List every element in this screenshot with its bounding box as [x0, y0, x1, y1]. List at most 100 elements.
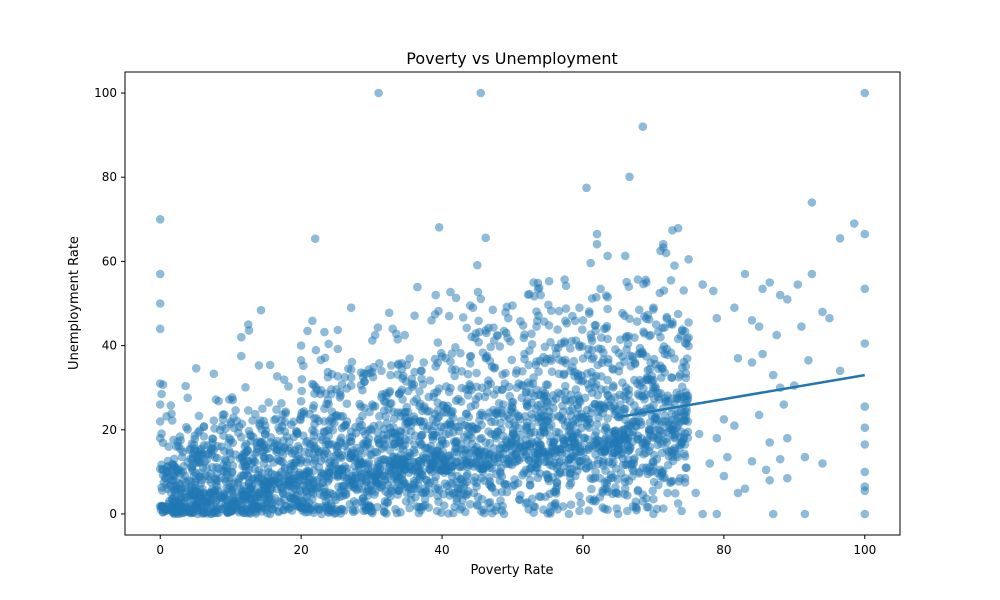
y-axis-label: Unemployment Rate: [67, 236, 82, 370]
data-point: [259, 452, 269, 461]
data-point: [303, 454, 313, 464]
data-point: [616, 335, 625, 345]
data-point: [666, 276, 676, 285]
data-point: [299, 485, 308, 494]
data-point: [181, 381, 190, 391]
data-point: [649, 494, 658, 504]
data-point: [508, 301, 517, 310]
data-point: [405, 503, 414, 513]
data-point: [431, 484, 441, 494]
data-point: [649, 466, 658, 476]
data-point: [587, 345, 597, 355]
data-point: [392, 468, 402, 478]
data-point: [543, 509, 552, 518]
data-point: [543, 473, 552, 483]
data-point: [587, 294, 597, 303]
data-point: [545, 431, 555, 441]
x-tick-label: 100: [853, 543, 876, 557]
data-point: [551, 452, 560, 462]
data-point: [267, 469, 276, 478]
data-point: [209, 369, 219, 379]
data-point: [417, 366, 426, 376]
data-point: [507, 355, 517, 365]
data-point: [186, 491, 195, 500]
data-point: [680, 478, 690, 487]
data-point: [447, 462, 457, 471]
data-point: [765, 476, 774, 485]
data-point: [250, 502, 259, 512]
data-point: [511, 433, 521, 442]
data-point: [575, 303, 584, 313]
data-point: [465, 359, 475, 368]
data-point: [761, 465, 771, 475]
data-point: [525, 453, 534, 463]
data-point: [539, 317, 549, 326]
data-point: [459, 489, 469, 499]
data-point: [651, 320, 661, 329]
data-point: [621, 383, 631, 392]
data-point: [317, 509, 326, 519]
data-point: [649, 354, 659, 364]
data-point: [498, 370, 507, 379]
data-point: [489, 323, 498, 332]
data-point: [208, 434, 218, 444]
data-point: [427, 316, 436, 325]
data-point: [504, 313, 513, 323]
data-point: [287, 506, 297, 515]
data-point: [573, 369, 583, 379]
data-point: [351, 484, 360, 493]
data-point: [519, 333, 529, 343]
data-point: [375, 439, 384, 449]
data-point: [374, 88, 383, 98]
data-point: [670, 354, 679, 363]
data-point: [490, 430, 500, 439]
data-point: [587, 336, 597, 346]
data-point: [319, 470, 329, 479]
data-point: [656, 246, 665, 256]
data-point: [385, 446, 395, 455]
data-point: [213, 441, 222, 451]
data-point: [498, 385, 507, 394]
data-point: [561, 359, 571, 368]
data-point: [488, 305, 498, 315]
data-point: [623, 491, 632, 500]
data-point: [416, 458, 426, 468]
data-point: [620, 484, 630, 494]
data-point: [577, 423, 586, 433]
data-point: [479, 505, 488, 514]
data-point: [393, 408, 403, 417]
data-point: [420, 500, 430, 510]
data-point: [535, 440, 545, 450]
data-point: [477, 473, 486, 483]
data-point: [189, 471, 199, 481]
data-point: [849, 219, 859, 228]
data-point: [447, 349, 457, 358]
data-point: [296, 356, 306, 365]
data-point: [220, 410, 229, 419]
data-point: [649, 509, 658, 519]
data-point: [381, 412, 391, 421]
data-point: [551, 349, 561, 358]
data-point: [414, 508, 424, 518]
data-point: [456, 348, 465, 358]
data-point: [456, 474, 466, 484]
data-point: [622, 345, 631, 354]
data-point: [445, 417, 455, 427]
data-point: [628, 464, 637, 474]
data-point: [495, 342, 505, 351]
data-point: [635, 305, 644, 315]
data-point: [674, 372, 684, 382]
data-point: [415, 387, 424, 396]
data-point: [360, 377, 369, 386]
data-point: [387, 399, 396, 408]
data-point: [651, 384, 660, 393]
data-point: [490, 363, 500, 372]
data-point: [775, 290, 785, 300]
data-point: [712, 433, 722, 443]
data-point: [389, 452, 399, 462]
data-point: [182, 478, 191, 487]
data-point: [677, 506, 686, 516]
data-point: [597, 358, 607, 368]
y-tick-label: 0: [109, 507, 117, 521]
data-point: [237, 419, 247, 429]
